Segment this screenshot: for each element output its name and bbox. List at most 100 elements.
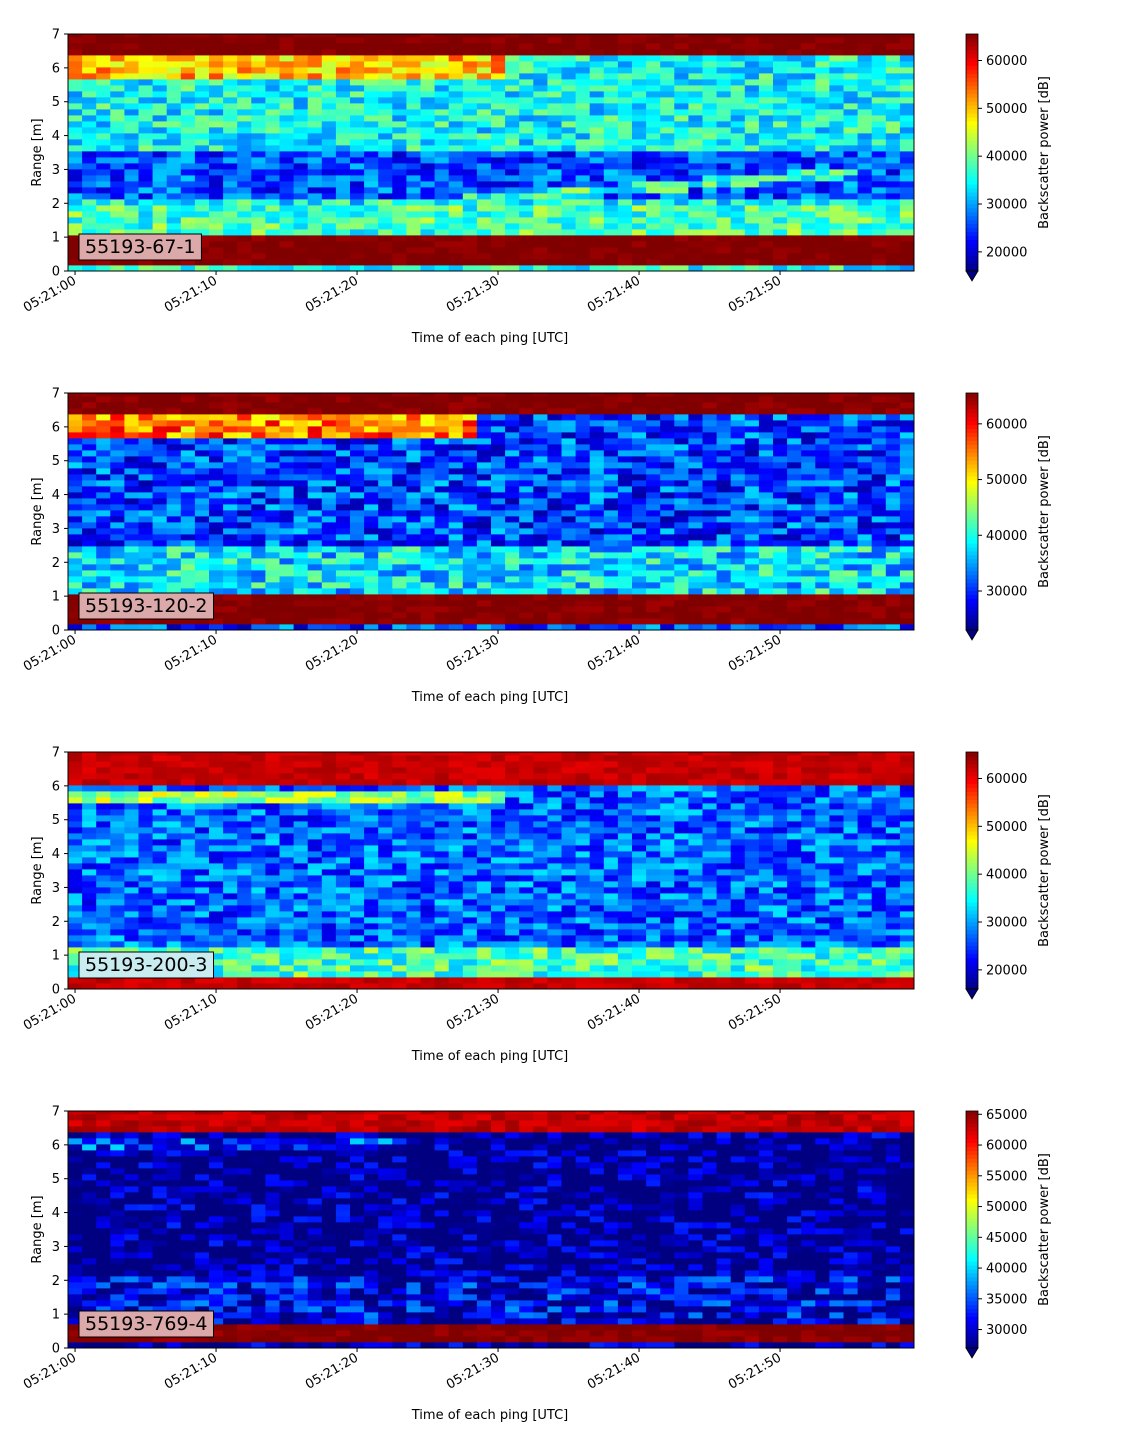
heatmap-cell: [617, 157, 633, 164]
heatmap-cell: [758, 235, 774, 242]
heatmap-cell: [801, 181, 816, 188]
heatmap-cell: [279, 241, 295, 248]
heatmap-cell: [223, 480, 238, 487]
heatmap-cell: [364, 624, 379, 630]
heatmap-cell: [265, 546, 281, 553]
heatmap-cell: [617, 534, 633, 541]
heatmap-cell: [420, 49, 436, 56]
heatmap-cell: [674, 462, 689, 469]
heatmap-cell: [420, 265, 436, 271]
heatmap-cell: [293, 456, 309, 463]
heatmap-cell: [279, 235, 295, 242]
heatmap-cell: [871, 402, 887, 409]
heatmap-cell: [758, 582, 774, 589]
heatmap-cell: [321, 498, 337, 505]
heatmap-cell: [251, 582, 266, 589]
heatmap-cell: [801, 121, 816, 128]
heatmap-cell: [293, 49, 309, 56]
heatmap-cell: [603, 115, 619, 122]
heatmap-cell: [603, 193, 619, 200]
heatmap-cell: [378, 528, 393, 535]
heatmap-cell: [773, 624, 788, 630]
heatmap-cell: [589, 169, 605, 176]
heatmap-cell: [152, 570, 168, 577]
heatmap-cell: [533, 540, 548, 547]
heatmap-cell: [674, 522, 689, 529]
heatmap-cell: [462, 43, 478, 50]
heatmap-cell: [603, 91, 619, 98]
heatmap-cell: [335, 408, 351, 415]
heatmap-cell: [899, 474, 914, 481]
heatmap-cell: [476, 558, 492, 565]
heatmap-cell: [660, 43, 675, 50]
heatmap-cell: [758, 420, 774, 427]
heatmap-cell: [885, 34, 901, 38]
heatmap-cell: [307, 145, 323, 152]
heatmap-cell: [505, 73, 520, 80]
heatmap-cell: [773, 247, 788, 254]
heatmap-cell: [575, 444, 591, 451]
heatmap-cell: [307, 498, 323, 505]
heatmap-cell: [603, 588, 619, 595]
heatmap-cell: [885, 175, 901, 182]
heatmap-cell: [476, 570, 492, 577]
heatmap-cell: [237, 420, 252, 427]
heatmap-cell: [335, 43, 351, 50]
heatmap-cell: [885, 540, 901, 547]
heatmap-cell: [716, 49, 732, 56]
heatmap-cell: [617, 139, 633, 146]
heatmap-cell: [702, 193, 718, 200]
heatmap-cell: [350, 37, 365, 44]
heatmap-cell: [110, 55, 125, 62]
heatmap-cell: [716, 576, 732, 583]
heatmap-cell: [420, 73, 436, 80]
heatmap-cell: [617, 612, 633, 619]
heatmap-cell: [307, 612, 323, 619]
heatmap-cell: [533, 456, 548, 463]
heatmap-cell: [801, 438, 816, 445]
heatmap-cell: [96, 211, 111, 218]
panel-label: 55193-120-2: [85, 595, 208, 617]
heatmap-cell: [885, 528, 901, 535]
heatmap-cell: [505, 522, 520, 529]
heatmap-cell: [335, 612, 351, 619]
heatmap-cell: [519, 498, 534, 505]
heatmap-cell: [68, 127, 83, 134]
heatmap-cell: [773, 408, 788, 415]
heatmap-cell: [166, 420, 182, 427]
heatmap-cell: [801, 618, 816, 625]
heatmap-cell: [82, 546, 97, 553]
heatmap-cell: [603, 163, 619, 170]
heatmap-cell: [434, 540, 450, 547]
heatmap-cell: [491, 540, 506, 547]
heatmap-cell: [646, 55, 661, 62]
heatmap-cell: [378, 103, 393, 110]
heatmap-cell: [392, 127, 407, 134]
heatmap-cell: [617, 606, 633, 613]
heatmap-cell: [335, 576, 351, 583]
heatmap-cell: [505, 223, 520, 230]
heatmap-cell: [829, 498, 845, 505]
heatmap-cell: [787, 265, 802, 271]
colorbar-segment: [966, 507, 978, 512]
heatmap-cell: [491, 486, 506, 493]
heatmap-cell: [434, 247, 450, 254]
heatmap-cell: [476, 145, 492, 152]
heatmap-cell: [617, 540, 633, 547]
heatmap-cell: [364, 121, 379, 128]
heatmap-cell: [321, 438, 337, 445]
heatmap-cell: [223, 600, 238, 607]
heatmap-cell: [307, 474, 323, 481]
heatmap-cell: [491, 558, 506, 565]
heatmap-cell: [744, 600, 760, 607]
heatmap-cell: [758, 157, 774, 164]
heatmap-cell: [434, 528, 450, 535]
heatmap-cell: [561, 480, 577, 487]
heatmap-cell: [420, 606, 436, 613]
heatmap-cell: [307, 510, 323, 517]
heatmap-cell: [547, 151, 563, 158]
heatmap-cell: [96, 588, 111, 595]
heatmap-cell: [843, 564, 859, 571]
heatmap-cell: [265, 510, 281, 517]
heatmap-cell: [843, 594, 859, 601]
